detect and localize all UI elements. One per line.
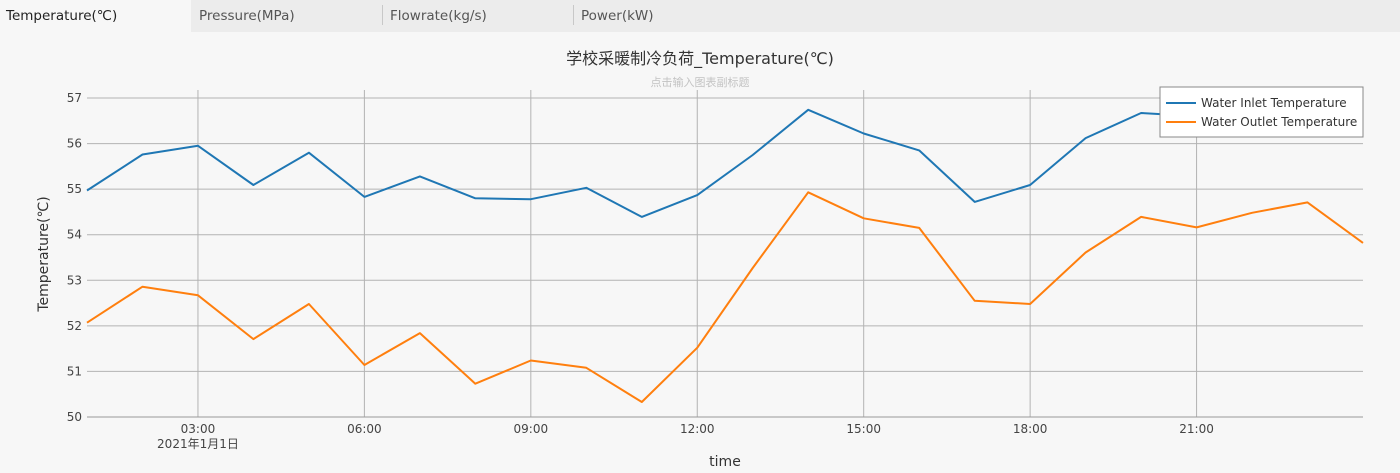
legend[interactable]: Water Inlet Temperature Water Outlet Tem… [1159, 86, 1364, 138]
tab-pressure[interactable]: Pressure(MPa) [199, 8, 295, 24]
x-tick-label: 03:00 [181, 422, 216, 436]
tab-temperature[interactable]: Temperature(℃) [0, 0, 191, 32]
y-axis-label: Temperature(℃) [36, 196, 52, 312]
x-tick-date-label: 2021年1月1日 [157, 437, 239, 451]
y-tick-label: 54 [67, 228, 82, 242]
y-tick-label: 50 [67, 410, 82, 424]
y-axis-ticks: 50 51 52 53 54 55 56 57 [67, 91, 82, 424]
y-tick-label: 53 [67, 273, 82, 287]
y-tick-label: 55 [67, 182, 82, 196]
legend-item-outlet: Water Outlet Temperature [1201, 115, 1357, 129]
x-tick-label: 15:00 [846, 422, 881, 436]
legend-box [1159, 86, 1364, 138]
y-tick-label: 52 [67, 319, 82, 333]
y-tick-label: 56 [67, 137, 82, 151]
grid-lines [87, 90, 1363, 418]
line-chart: 学校采暖制冷负荷_Temperature(℃) 点击输入图表副标题 50 51 52… [36, 49, 1364, 470]
series-line-outlet [86, 191, 1364, 403]
x-tick-label: 06:00 [347, 422, 382, 436]
series-lines [86, 108, 1364, 403]
tab-power[interactable]: Power(kW) [573, 0, 764, 32]
legend-item-inlet: Water Inlet Temperature [1201, 96, 1347, 110]
tab-flowrate[interactable]: Flowrate(kg/s) [382, 0, 573, 32]
chart-subtitle[interactable]: 点击输入图表副标题 [651, 75, 750, 89]
x-tick-label: 09:00 [514, 422, 549, 436]
x-axis-label: time [709, 454, 741, 470]
x-tick-label: 21:00 [1179, 422, 1214, 436]
y-tick-label: 51 [67, 364, 82, 378]
x-tick-label: 12:00 [680, 422, 715, 436]
tab-bar: Temperature(℃) Pressure(MPa) Flowrate(kg… [0, 0, 1400, 32]
series-line-inlet [86, 108, 1364, 218]
y-tick-label: 57 [67, 91, 82, 105]
chart-title: 学校采暖制冷负荷_Temperature(℃) [566, 49, 834, 69]
x-tick-label: 18:00 [1013, 422, 1048, 436]
